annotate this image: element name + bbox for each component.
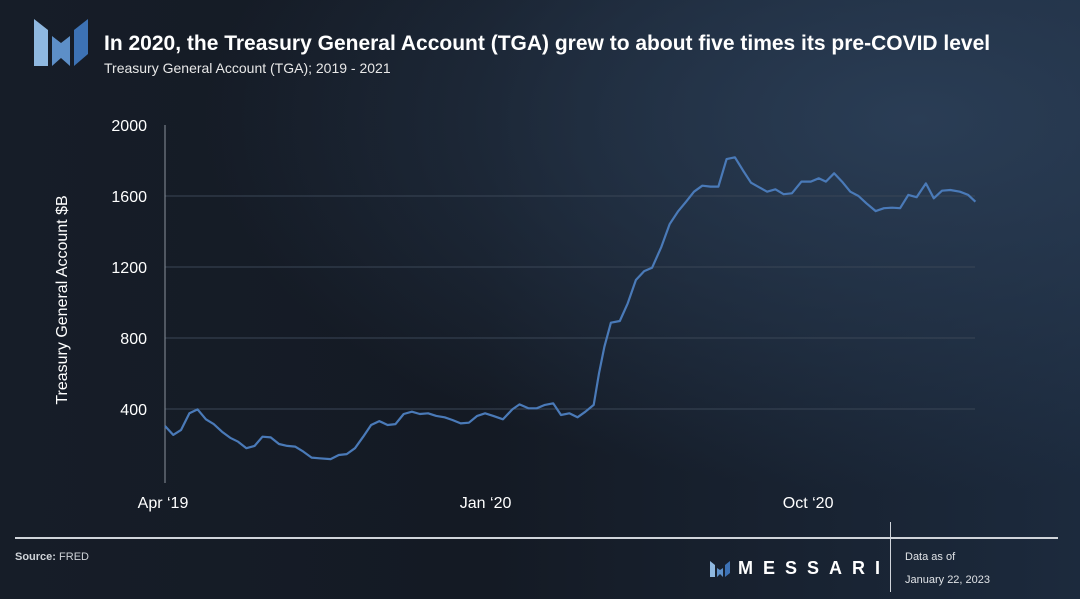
footer-divider: [15, 537, 1058, 539]
y-tick-label: 400: [120, 402, 147, 419]
messari-logo: [34, 16, 88, 75]
messari-mark-icon: [710, 560, 730, 577]
y-tick-label: 2000: [111, 118, 147, 135]
y-axis-label: Treasury General Account $B: [54, 195, 71, 404]
y-tick-label: 1600: [111, 189, 147, 206]
brand-footer: MESSARI: [710, 558, 890, 579]
source-value: FRED: [59, 551, 89, 563]
chart-subtitle: Treasury General Account (TGA); 2019 - 2…: [104, 60, 391, 76]
y-tick-label: 1200: [111, 260, 147, 277]
source-label: Source:: [15, 551, 56, 563]
y-tick-label: 800: [120, 331, 147, 348]
x-tick-label: Apr ‘19: [138, 495, 189, 512]
source-note: Source: FRED: [15, 551, 89, 563]
x-tick-label: Jan ‘20: [460, 495, 512, 512]
brand-wordmark: MESSARI: [738, 558, 891, 578]
data-as-of-date: January 22, 2023: [905, 574, 991, 586]
data-as-of-label: Data as of: [905, 551, 956, 563]
x-tick-label: Oct ‘20: [783, 495, 834, 512]
chart-title: In 2020, the Treasury General Account (T…: [104, 32, 991, 55]
series-line-tga: [164, 156, 977, 461]
footer-vertical-divider: [890, 522, 891, 592]
